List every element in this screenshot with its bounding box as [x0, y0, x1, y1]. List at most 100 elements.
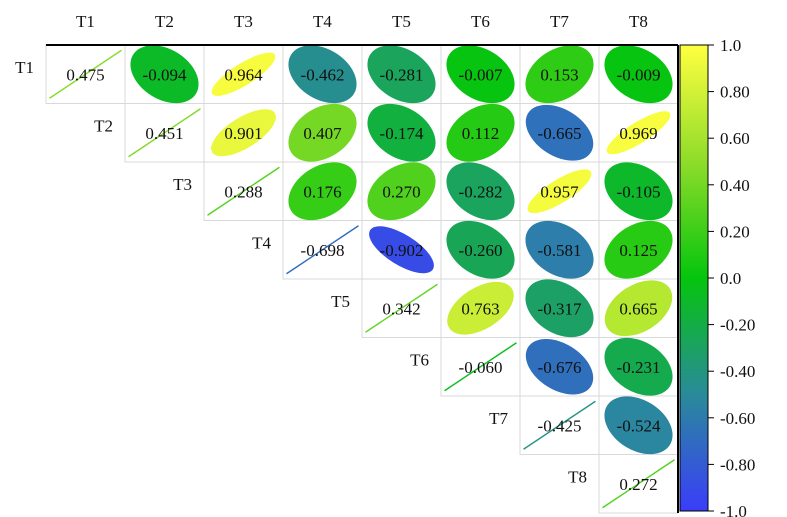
diagonal-line-T5 — [365, 283, 438, 333]
corr-ellipse-T2-T3 — [211, 109, 276, 157]
corr-ellipse-T2-T4 — [288, 103, 357, 162]
corr-ellipse-T3-T5 — [367, 162, 436, 221]
corr-ellipse-T3-T4 — [288, 162, 357, 221]
colorbar-tick-label: -0.20 — [720, 316, 755, 335]
value-label-T1-T5: -0.281 — [380, 65, 424, 84]
diagonal-line-T6 — [444, 342, 517, 392]
corr-ellipse-T3-T7 — [527, 169, 592, 214]
value-label-T4-T6: -0.260 — [459, 241, 503, 260]
column-label-T4: T4 — [313, 12, 332, 31]
value-label-T5-T6: 0.763 — [461, 299, 499, 318]
colorbar-tick-label: 0.60 — [720, 129, 750, 148]
value-label-T5-T7: -0.317 — [538, 299, 582, 318]
value-label-T1-T6: -0.007 — [459, 65, 503, 84]
value-label-T7-T7: -0.425 — [538, 416, 582, 435]
value-label-T8-T8: 0.272 — [619, 475, 657, 494]
row-label-T5: T5 — [331, 292, 350, 311]
column-label-T2: T2 — [155, 12, 174, 31]
colorbar: 1.0 0.80 0.60 0.40 0.20 0.0 -0.20 -0.40 -0.60 -0.… — [679, 36, 755, 517]
colorbar-tick-label: 0.0 — [720, 269, 741, 288]
colorbar-tick-label: -1.0 — [720, 502, 747, 517]
diagonal-line-T8 — [602, 459, 675, 509]
corr-ellipse-T4-T6 — [446, 220, 515, 279]
colorbar-tick-label: -0.80 — [720, 455, 755, 474]
value-label-T1-T1: 0.475 — [66, 65, 104, 84]
corr-ellipse-T1-T7 — [525, 45, 594, 104]
value-label-T2-T3: 0.901 — [224, 124, 262, 143]
value-label-T3-T4: 0.176 — [303, 182, 341, 201]
colorbar-tick-label: 1.0 — [720, 36, 741, 55]
value-label-T2-T5: -0.174 — [380, 124, 424, 143]
value-label-T4-T5: -0.902 — [380, 241, 424, 260]
colorbar-tick-label: -0.60 — [720, 409, 755, 428]
colorbar-tick-label: 0.40 — [720, 176, 750, 195]
value-label-T6-T6: -0.060 — [459, 358, 503, 377]
corr-ellipse-T3-T6 — [446, 162, 515, 221]
corr-ellipse-T3-T8 — [604, 162, 673, 221]
diagonal-line-T1 — [49, 49, 122, 99]
corr-ellipse-T2-T6 — [446, 103, 515, 162]
value-label-T3-T8: -0.105 — [617, 182, 661, 201]
corr-ellipse-T1-T4 — [288, 45, 357, 104]
value-label-T5-T5: 0.342 — [382, 299, 420, 318]
value-label-T1-T2: -0.094 — [143, 65, 187, 84]
row-label-T1: T1 — [15, 58, 34, 77]
row-label-T8: T8 — [568, 468, 587, 487]
value-label-T5-T8: 0.665 — [619, 299, 657, 318]
corr-ellipse-T1-T6 — [446, 45, 515, 104]
row-label-T4: T4 — [252, 234, 271, 253]
column-label-T5: T5 — [392, 12, 411, 31]
corr-ellipse-T4-T7 — [525, 220, 594, 279]
row-label-T6: T6 — [410, 351, 429, 370]
value-label-T3-T5: 0.270 — [382, 182, 420, 201]
corr-ellipse-T1-T3 — [211, 52, 276, 96]
corr-ellipse-T2-T8 — [606, 111, 671, 155]
corr-ellipse-T5-T7 — [525, 279, 594, 338]
value-label-T1-T7: 0.153 — [540, 65, 578, 84]
value-label-T2-T7: -0.665 — [538, 124, 582, 143]
colorbar-tick-label: 0.80 — [720, 83, 750, 102]
corr-ellipse-T7-T8 — [604, 396, 673, 455]
value-label-T3-T3: 0.288 — [224, 182, 262, 201]
diagonal-line-T2 — [128, 108, 201, 158]
column-label-T7: T7 — [550, 12, 569, 31]
axis-lines — [46, 44, 679, 513]
value-label-T4-T8: 0.125 — [619, 241, 657, 260]
corr-ellipse-T1-T5 — [367, 45, 436, 104]
value-label-T4-T4: -0.698 — [301, 241, 345, 260]
diagonal-line-T3 — [207, 166, 280, 216]
corr-ellipse-T5-T6 — [447, 281, 514, 335]
corr-ellipse-T5-T8 — [604, 280, 673, 337]
column-label-T8: T8 — [629, 12, 648, 31]
diagonal-line-T7 — [523, 400, 596, 450]
corr-ellipse-T2-T7 — [525, 104, 594, 161]
row-label-T7: T7 — [489, 409, 508, 428]
corr-ellipse-T1-T8 — [604, 45, 673, 104]
colorbar-tick-label: -0.40 — [720, 362, 755, 381]
value-label-T4-T7: -0.581 — [538, 241, 582, 260]
value-label-T6-T8: -0.231 — [617, 358, 661, 377]
colorbar-tick-label: 0.20 — [720, 222, 750, 241]
corr-ellipse-T4-T5 — [369, 226, 434, 274]
matrix-cells: 0.475 -0.094 0.964 -0.462 -0.281 -0.007 0.153 -… — [49, 45, 675, 509]
diagonal-line-T4 — [286, 225, 359, 275]
column-label-T3: T3 — [234, 12, 253, 31]
value-label-T2-T6: 0.112 — [462, 124, 500, 143]
row-label-T3: T3 — [173, 175, 192, 194]
value-label-T2-T8: 0.969 — [619, 124, 657, 143]
corr-ellipse-T4-T8 — [604, 220, 673, 279]
value-label-T2-T2: 0.451 — [145, 124, 183, 143]
variable-labels: T1 T2 T3 T4 T5 T6 T7 T8 T1 T2 T3 T4 T5 T6 T7 T8 — [15, 12, 648, 487]
column-label-T6: T6 — [471, 12, 490, 31]
value-label-T1-T3: 0.964 — [224, 65, 263, 84]
grid-lines — [45, 44, 679, 514]
corr-ellipse-T1-T2 — [130, 45, 199, 104]
value-label-T3-T7: 0.957 — [540, 182, 579, 201]
value-label-T1-T4: -0.462 — [301, 65, 345, 84]
corr-ellipse-T2-T5 — [367, 103, 436, 162]
value-label-T3-T6: -0.282 — [459, 182, 503, 201]
corr-ellipse-T6-T8 — [604, 337, 673, 396]
value-label-T6-T7: -0.676 — [538, 358, 582, 377]
value-label-T2-T4: 0.407 — [303, 124, 342, 143]
